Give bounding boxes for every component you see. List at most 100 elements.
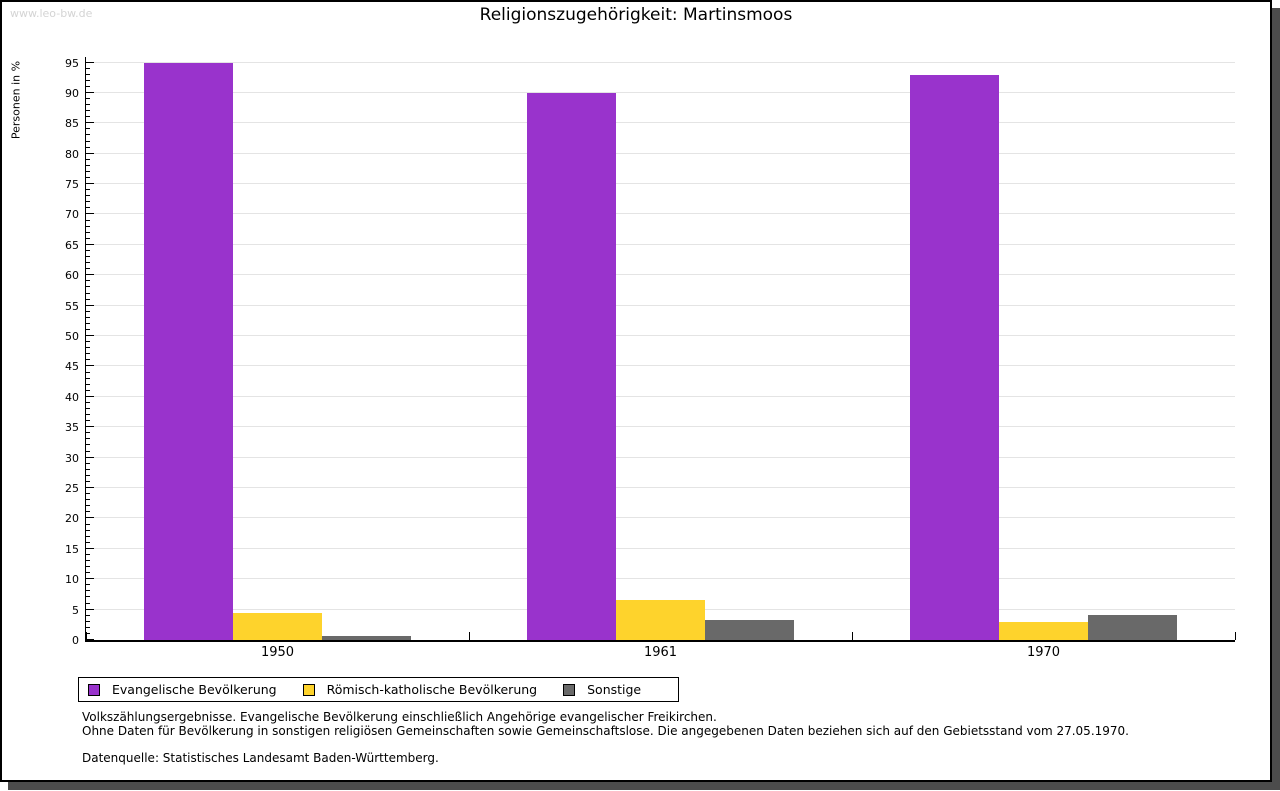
y-minor-tick xyxy=(86,341,90,343)
y-gridline xyxy=(86,152,1235,154)
y-minor-tick xyxy=(86,310,90,312)
y-minor-tick xyxy=(86,201,90,203)
y-major-tick xyxy=(86,578,94,580)
y-minor-tick xyxy=(86,316,90,318)
y-minor-tick xyxy=(86,383,90,385)
y-minor-tick xyxy=(86,511,90,513)
y-minor-tick xyxy=(86,322,90,324)
y-minor-tick xyxy=(86,140,90,142)
bar-evangelische-bev-lkerung-1970 xyxy=(910,75,999,640)
y-gridline xyxy=(86,183,1235,185)
y-tick-label: 85 xyxy=(65,117,79,131)
y-minor-tick xyxy=(86,371,90,373)
y-tick-label: 35 xyxy=(65,421,79,435)
y-minor-tick xyxy=(86,347,90,349)
y-minor-tick xyxy=(86,164,90,166)
y-minor-tick xyxy=(86,523,90,525)
y-gridline xyxy=(86,122,1235,124)
y-gridline xyxy=(86,304,1235,306)
y-gridline xyxy=(86,213,1235,215)
y-minor-tick xyxy=(86,444,90,446)
y-minor-tick xyxy=(86,231,90,233)
y-tick-label: 55 xyxy=(65,299,79,313)
y-gridline xyxy=(86,487,1235,489)
y-minor-tick xyxy=(86,535,90,537)
y-major-tick xyxy=(86,91,94,93)
legend-item: Sonstige xyxy=(563,682,641,697)
y-minor-tick xyxy=(86,298,90,300)
y-tick-label: 15 xyxy=(65,542,79,556)
y-gridline xyxy=(86,335,1235,337)
y-minor-tick xyxy=(86,97,90,99)
legend-swatch-icon xyxy=(302,683,315,696)
y-axis-title: Personen in % xyxy=(9,60,23,140)
data-source-text: Datenquelle: Statistisches Landesamt Bad… xyxy=(82,751,439,765)
y-minor-tick xyxy=(86,128,90,130)
x-boundary-tick xyxy=(1235,632,1236,640)
bar-r-misch-katholische-bev-lkerung-1970 xyxy=(999,622,1088,640)
y-minor-tick xyxy=(86,596,90,598)
y-minor-tick xyxy=(86,353,90,355)
y-minor-tick xyxy=(86,207,90,209)
footnote-text: Volkszählungsergebnisse. Evangelische Be… xyxy=(82,710,1129,738)
legend-swatch-icon xyxy=(563,683,576,696)
y-minor-tick xyxy=(86,559,90,561)
y-minor-tick xyxy=(86,420,90,422)
legend-label: Evangelische Bevölkerung xyxy=(112,682,277,697)
y-gridline xyxy=(86,61,1235,63)
y-minor-tick xyxy=(86,614,90,616)
x-boundary-tick xyxy=(852,632,853,640)
y-minor-tick xyxy=(86,505,90,507)
y-tick-label: 95 xyxy=(65,56,79,70)
y-tick-label: 90 xyxy=(65,86,79,100)
y-major-tick xyxy=(86,426,94,428)
y-tick-label: 50 xyxy=(65,330,79,344)
y-gridline xyxy=(86,365,1235,367)
y-minor-tick xyxy=(86,590,90,592)
legend-label: Römisch-katholische Bevölkerung xyxy=(326,682,538,697)
y-gridline xyxy=(86,547,1235,549)
y-minor-tick xyxy=(86,268,90,270)
y-major-tick xyxy=(86,487,94,489)
y-minor-tick xyxy=(86,602,90,604)
y-major-tick xyxy=(86,395,94,397)
y-minor-tick xyxy=(86,432,90,434)
bar-r-misch-katholische-bev-lkerung-1950 xyxy=(233,612,322,640)
y-tick-label: 25 xyxy=(65,482,79,496)
legend-swatch-icon xyxy=(88,683,100,696)
bar-group-1961 xyxy=(469,57,852,640)
legend-label: Sonstige xyxy=(587,682,642,697)
y-minor-tick xyxy=(86,553,90,555)
y-minor-tick xyxy=(86,626,90,628)
y-gridline xyxy=(86,274,1235,276)
y-minor-tick xyxy=(86,620,90,622)
y-major-tick xyxy=(86,213,94,215)
y-major-tick xyxy=(86,274,94,276)
y-minor-tick xyxy=(86,170,90,172)
bar-group-1950 xyxy=(86,57,469,640)
y-tick-label: 40 xyxy=(65,390,79,404)
y-major-tick xyxy=(86,183,94,185)
y-minor-tick xyxy=(86,104,90,106)
y-major-tick xyxy=(86,547,94,549)
x-category-label: 1970 xyxy=(1026,645,1061,660)
y-minor-tick xyxy=(86,328,90,330)
y-minor-tick xyxy=(86,632,90,634)
y-minor-tick xyxy=(86,158,90,160)
y-tick-label: 65 xyxy=(65,238,79,252)
y-minor-tick xyxy=(86,146,90,148)
y-minor-tick xyxy=(86,462,90,464)
y-minor-tick xyxy=(86,292,90,294)
y-tick-label: 5 xyxy=(72,603,79,617)
y-minor-tick xyxy=(86,493,90,495)
y-tick-label: 30 xyxy=(65,451,79,465)
y-gridline xyxy=(86,578,1235,580)
y-minor-tick xyxy=(86,73,90,75)
y-minor-tick xyxy=(86,177,90,178)
y-major-tick xyxy=(86,365,94,367)
y-major-tick xyxy=(86,243,94,245)
legend-item: Römisch-katholische Bevölkerung xyxy=(302,682,538,697)
y-major-tick xyxy=(86,639,94,640)
y-minor-tick xyxy=(86,249,90,251)
bar-group-1970 xyxy=(852,57,1235,640)
